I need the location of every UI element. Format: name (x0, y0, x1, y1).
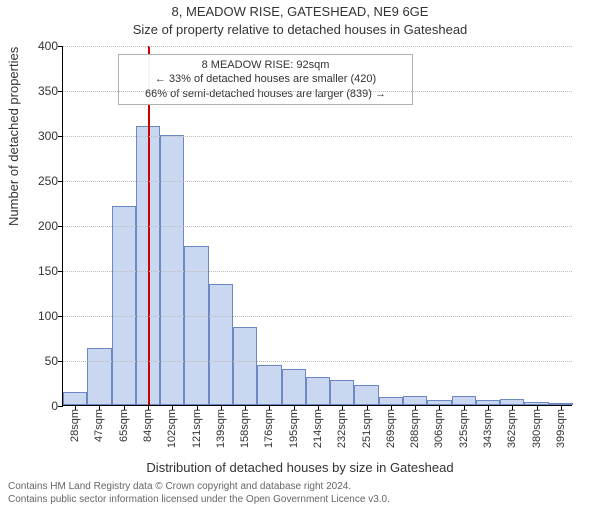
x-tick: 362sqm (506, 409, 518, 448)
y-tick: 200 (18, 219, 58, 233)
bar (257, 365, 281, 405)
bar (306, 377, 330, 405)
y-tick: 350 (18, 84, 58, 98)
bar (184, 246, 208, 405)
bar (87, 348, 111, 405)
bar (403, 396, 427, 405)
footer-line-1: Contains HM Land Registry data © Crown c… (8, 480, 390, 493)
bar (330, 380, 354, 405)
x-tick: 121sqm (191, 409, 203, 448)
bar (160, 135, 184, 405)
bar (379, 397, 403, 405)
x-tick: 325sqm (458, 409, 470, 448)
y-tick: 0 (18, 399, 58, 413)
y-tick: 100 (18, 309, 58, 323)
x-tick: 84sqm (142, 409, 154, 442)
x-tick: 399sqm (555, 409, 567, 448)
y-tick: 250 (18, 174, 58, 188)
x-tick: 232sqm (336, 409, 348, 448)
y-tick: 150 (18, 264, 58, 278)
x-tick: 288sqm (409, 409, 421, 448)
chart-subtitle: Size of property relative to detached ho… (0, 22, 600, 37)
bar (233, 327, 257, 405)
x-tick: 28sqm (69, 409, 81, 442)
annotation-line: 66% of semi-detached houses are larger (… (125, 87, 406, 101)
bar (354, 385, 378, 405)
x-tick: 176sqm (263, 409, 275, 448)
x-axis-label: Distribution of detached houses by size … (0, 460, 600, 475)
x-tick: 306sqm (433, 409, 445, 448)
x-tick: 269sqm (385, 409, 397, 448)
bar (63, 392, 87, 405)
x-tick: 47sqm (93, 409, 105, 442)
bar (282, 369, 306, 405)
x-tick: 195sqm (288, 409, 300, 448)
x-tick: 251sqm (361, 409, 373, 448)
annotation-box: 8 MEADOW RISE: 92sqm← 33% of detached ho… (118, 54, 413, 105)
bar (209, 284, 233, 406)
histogram-plot: 8 MEADOW RISE: 92sqm← 33% of detached ho… (62, 46, 572, 406)
x-tick: 102sqm (166, 409, 178, 448)
address-title: 8, MEADOW RISE, GATESHEAD, NE9 6GE (0, 4, 600, 19)
y-tick: 400 (18, 39, 58, 53)
x-tick: 65sqm (118, 409, 130, 442)
y-tick: 50 (18, 354, 58, 368)
x-tick: 158sqm (239, 409, 251, 448)
y-tick: 300 (18, 129, 58, 143)
annotation-line: ← 33% of detached houses are smaller (42… (125, 72, 406, 86)
bar (452, 396, 476, 405)
bar (112, 206, 136, 405)
x-tick: 139sqm (215, 409, 227, 448)
x-tick: 380sqm (531, 409, 543, 448)
x-tick: 214sqm (312, 409, 324, 448)
annotation-line: 8 MEADOW RISE: 92sqm (125, 58, 406, 72)
x-tick: 343sqm (482, 409, 494, 448)
footer-attribution: Contains HM Land Registry data © Crown c… (8, 480, 390, 506)
